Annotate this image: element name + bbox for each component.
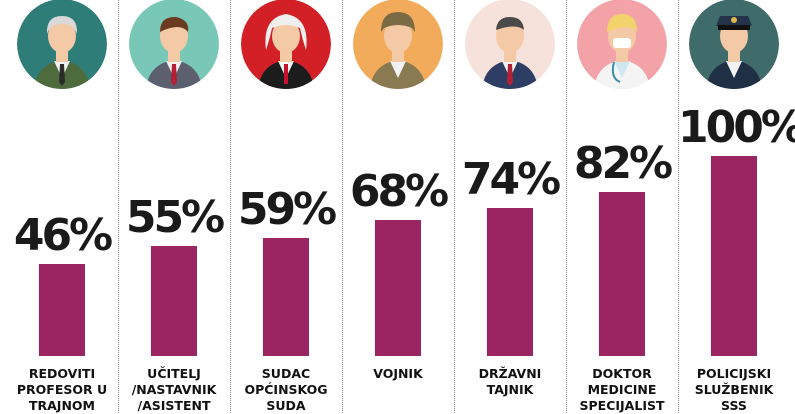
category-label: POLICIJSKI SLUŽBENIK SSS [678,366,790,414]
category-label-line: UČITELJ [147,366,201,381]
column-divider [678,0,679,413]
data-label: 74% [461,154,561,205]
professor-icon [16,0,108,90]
police-officer-icon [688,0,780,90]
teacher-icon [128,0,220,90]
category-label-line: SLUŽBENIK [694,382,774,397]
column-divider [230,0,231,413]
category-label-line: POLICIJSKI [696,366,772,381]
bar [711,156,757,356]
category-label: SUDAC OPĆINSKOG SUDA [230,366,342,414]
bar [599,192,645,356]
bar [487,208,533,356]
category-label-line: SPECIJALIST [579,398,665,413]
data-label: 59% [237,184,337,235]
data-label: 55% [125,192,225,243]
category-label-line: /NASTAVNIK [131,382,217,397]
state-secretary-icon [464,0,556,90]
category-label: VOJNIK [342,366,454,382]
category-label-line: DRŽAVNI [478,366,542,381]
category-label: DOKTOR MEDICINE SPECIJALIST [566,366,678,414]
column-divider [566,0,567,413]
column-divider [342,0,343,413]
data-label: 100% [678,102,795,153]
category-label-line: DOKTOR [592,366,652,381]
doctor-icon [576,0,668,90]
category-label-line: SUDA [266,398,306,413]
category-label-line: VOJNIK [373,366,423,381]
category-label-line: MEDICINE [587,382,657,397]
column-divider [118,0,119,413]
data-label: 46% [13,210,113,261]
bar [375,220,421,356]
soldier-icon [352,0,444,90]
category-label-line: SSS [721,398,747,413]
judge-icon [240,0,332,90]
bar [39,264,85,356]
bar [263,238,309,356]
data-label: 82% [573,138,673,189]
category-label-line: OPĆINSKOG [244,382,328,397]
bar [151,246,197,356]
category-label: UČITELJ/NASTAVNIK/ASISTENT [118,366,230,414]
category-label: REDOVITI PROFESOR U TRAJNOM [6,366,118,414]
category-label-line: /ASISTENT [137,398,211,413]
category-label-line: TAJNIK [486,382,534,397]
category-label-line: PROFESOR U [16,382,108,397]
category-label: DRŽAVNI TAJNIK [454,366,566,398]
category-label-line: TRAJNOM [28,398,95,413]
category-label-line: REDOVITI [28,366,96,381]
data-label: 68% [349,166,449,217]
column-divider [454,0,455,413]
category-label-line: SUDAC [261,366,311,381]
